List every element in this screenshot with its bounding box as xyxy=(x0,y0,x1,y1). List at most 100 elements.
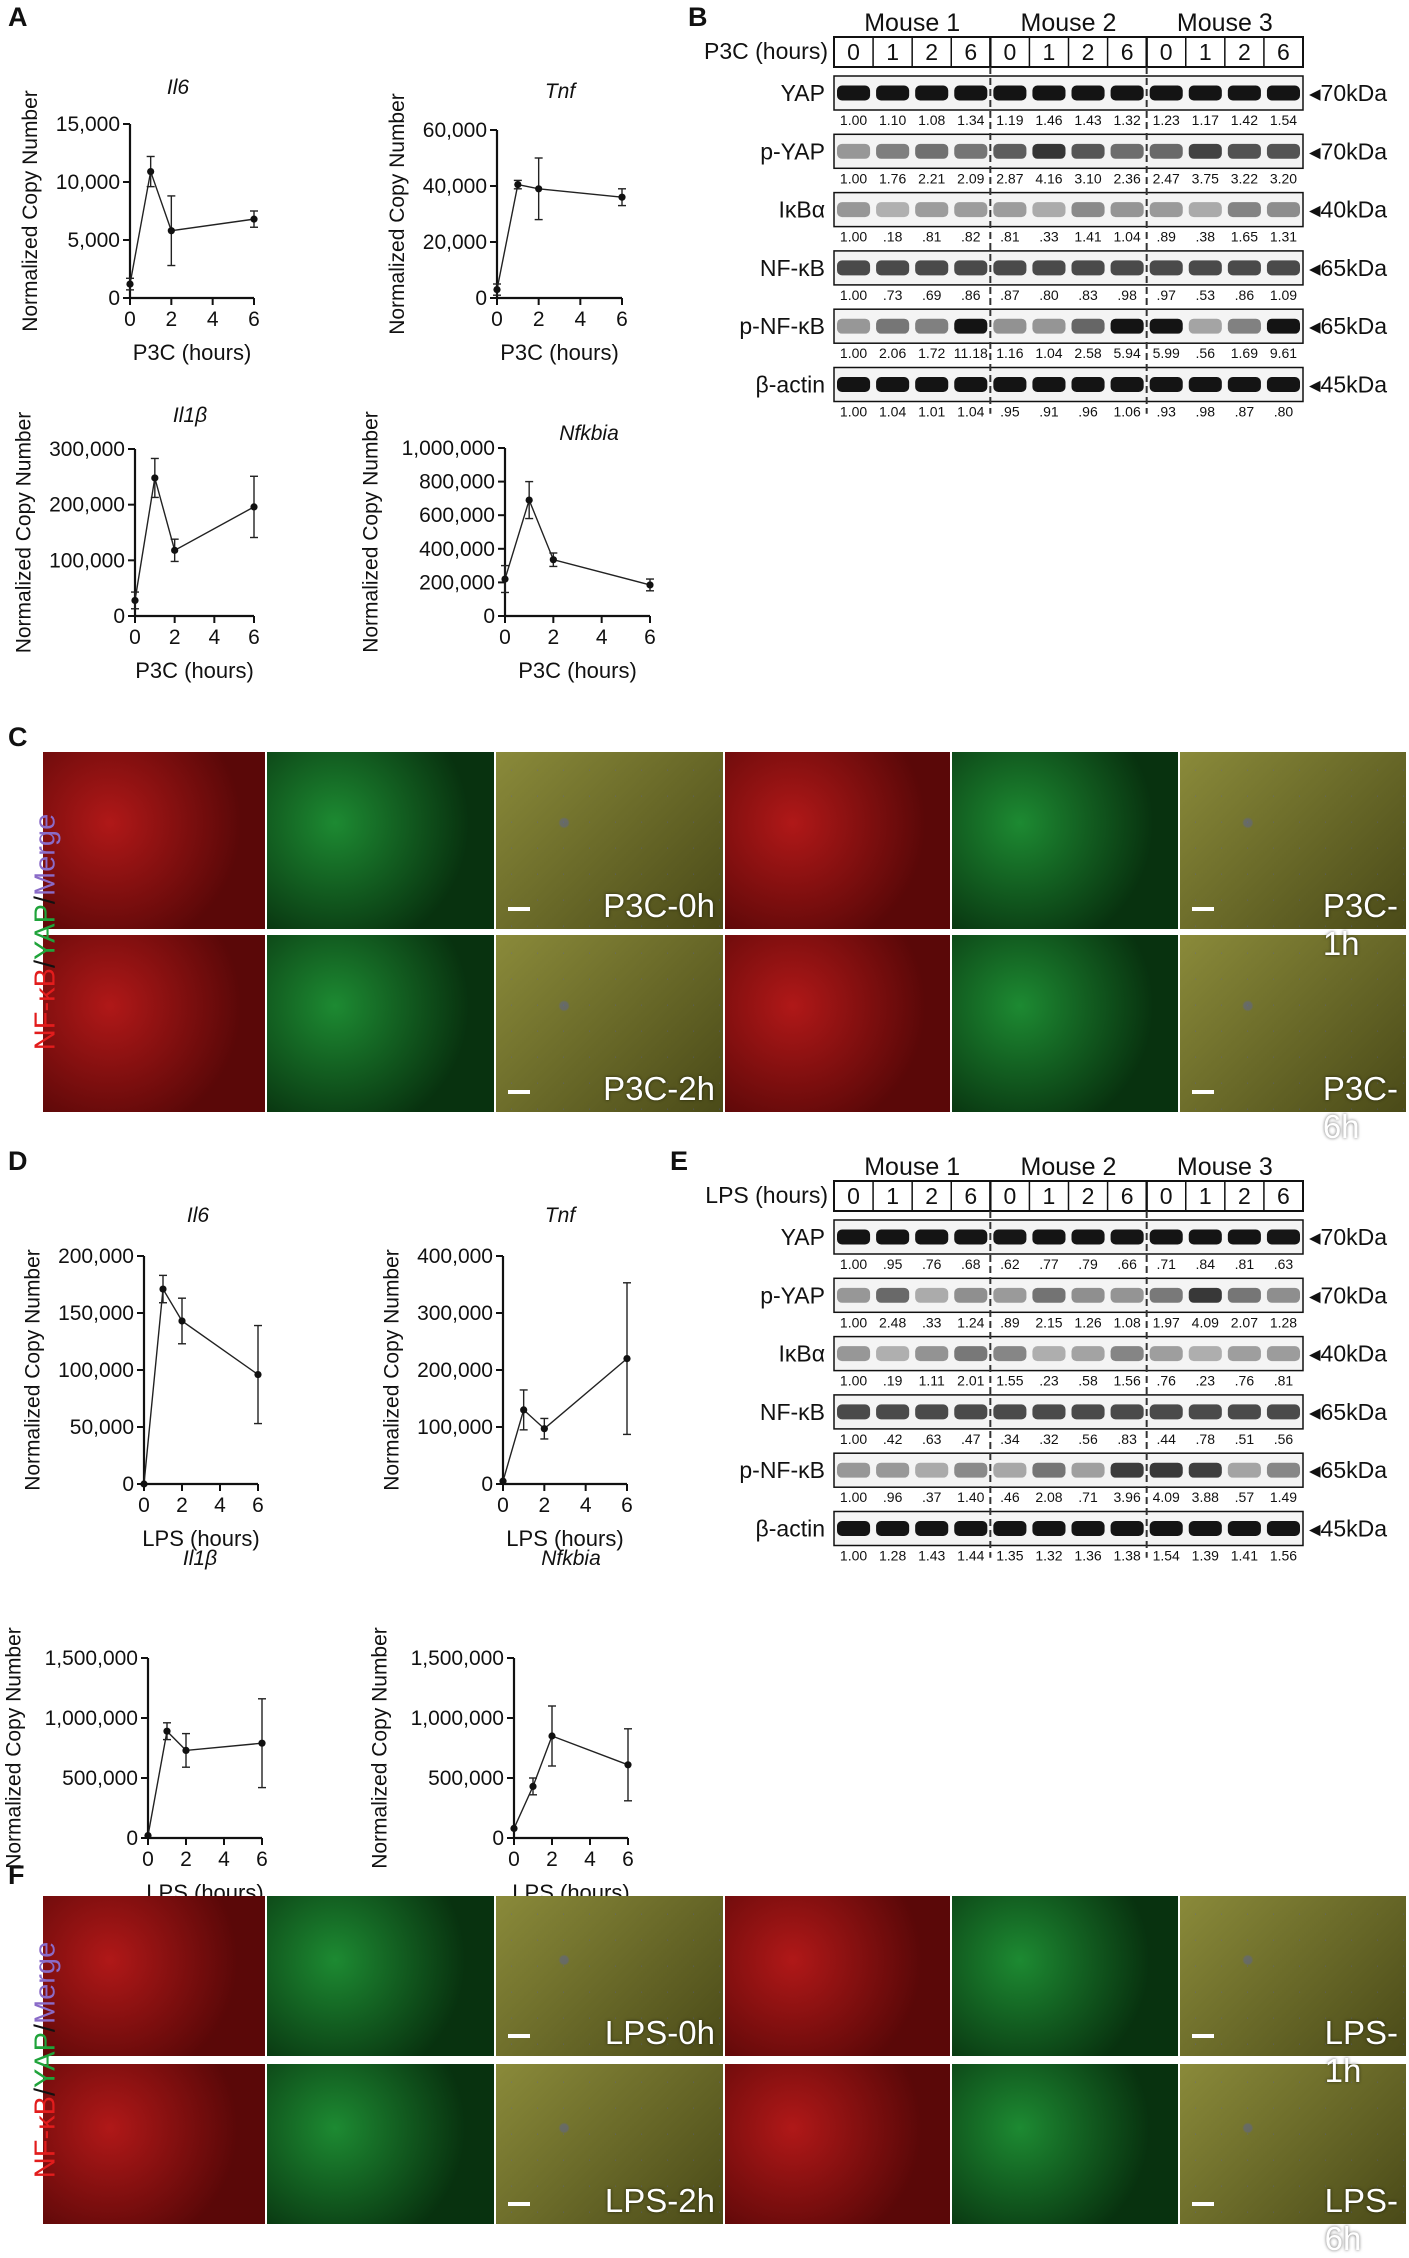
y-axis-label: Normalized Copy Number xyxy=(360,411,383,653)
blot-band xyxy=(1227,377,1261,392)
y-tick-label: 0 xyxy=(492,1827,504,1850)
blot-band xyxy=(837,318,871,334)
blot-band xyxy=(1110,1462,1144,1478)
blot-band xyxy=(1149,143,1183,159)
y-tick-label: 400,000 xyxy=(417,1245,493,1268)
band-quant: .76 xyxy=(922,1256,942,1272)
band-quant: 1.04 xyxy=(957,404,984,420)
x-axis-label: P3C (hours) xyxy=(133,340,252,365)
data-point xyxy=(501,575,509,583)
blot-band xyxy=(1266,1404,1300,1420)
y-axis-label: Normalized Copy Number xyxy=(369,1627,392,1869)
band-quant: 3.96 xyxy=(1114,1489,1141,1505)
band-quant: .51 xyxy=(1235,1431,1255,1447)
blot-band xyxy=(1227,143,1261,159)
band-quant: 1.43 xyxy=(918,1548,945,1564)
band-quant: 4.16 xyxy=(1035,170,1062,186)
blot-band xyxy=(1188,202,1222,218)
blot-band xyxy=(1188,1404,1222,1420)
blot-band xyxy=(1032,1287,1066,1303)
data-point xyxy=(144,1832,152,1840)
mouse-label: Mouse 3 xyxy=(1177,1153,1273,1181)
condition-tag: P3C-0h xyxy=(603,887,715,924)
band-quant: .79 xyxy=(1078,1256,1098,1272)
blot-band xyxy=(993,1287,1027,1303)
blot-band xyxy=(876,1346,910,1362)
data-point xyxy=(624,1761,632,1769)
band-quant: 1.39 xyxy=(1192,1548,1219,1564)
data-point xyxy=(623,1355,631,1363)
band-quant: .68 xyxy=(961,1256,981,1272)
yap-channel-image xyxy=(267,935,494,1112)
graph-title: Nfkbia xyxy=(559,422,619,445)
nfkb-channel-image xyxy=(725,2064,950,2224)
data-point xyxy=(510,1824,518,1832)
kda-marker: ◂45kDa xyxy=(1309,1516,1387,1542)
y-tick-label: 0 xyxy=(483,605,495,628)
band-quant: 1.32 xyxy=(1035,1548,1062,1564)
lane-label: 2 xyxy=(1082,1183,1095,1209)
x-tick-label: 0 xyxy=(124,308,136,331)
x-tick-label: 0 xyxy=(491,308,503,331)
band-quant: .53 xyxy=(1196,287,1216,303)
band-quant: 1.46 xyxy=(1035,112,1062,128)
y-tick-label: 0 xyxy=(126,1827,138,1850)
band-quant: 1.04 xyxy=(1035,345,1062,361)
blot-band xyxy=(1227,1287,1261,1303)
blot-band xyxy=(915,202,949,218)
y-tick-label: 0 xyxy=(108,287,120,310)
lane-label: 2 xyxy=(925,1183,938,1209)
blot-band xyxy=(1266,202,1300,218)
kda-marker: ◂40kDa xyxy=(1309,1341,1387,1367)
band-quant: .87 xyxy=(1000,287,1020,303)
x-tick-label: 6 xyxy=(248,626,260,649)
series-line xyxy=(147,1729,263,1836)
band-quant: 1.41 xyxy=(1074,229,1101,245)
stain-label: NF-κB/YAP/Merge xyxy=(30,1942,63,2178)
mouse-label: Mouse 1 xyxy=(864,9,960,37)
blot-band xyxy=(1032,1521,1066,1536)
blot-band xyxy=(1110,377,1144,392)
blot-band xyxy=(1188,1521,1222,1536)
band-quant: .95 xyxy=(883,1256,903,1272)
stain-label-part: / xyxy=(29,2087,62,2097)
band-quant: 1.72 xyxy=(918,345,945,361)
y-tick-label: 200,000 xyxy=(49,494,125,517)
blot-band xyxy=(1071,85,1105,101)
band-quant: 2.06 xyxy=(879,345,906,361)
y-tick-label: 100,000 xyxy=(49,549,125,572)
merge-channel-image xyxy=(1180,2064,1406,2224)
band-quant: 1.65 xyxy=(1231,229,1258,245)
condition-tag: LPS-2h xyxy=(604,2182,715,2219)
scale-bar xyxy=(1192,2034,1214,2038)
data-point xyxy=(525,496,533,504)
band-quant: 1.23 xyxy=(1153,112,1180,128)
x-axis-label: LPS (hours) xyxy=(142,1526,259,1551)
band-quant: .42 xyxy=(883,1431,903,1447)
blot-band xyxy=(1266,318,1300,334)
y-tick-label: 0 xyxy=(475,287,487,310)
y-tick-label: 300,000 xyxy=(417,1302,493,1325)
series-line xyxy=(143,1286,259,1485)
blot-row-label: β-actin xyxy=(756,372,825,398)
x-tick-label: 0 xyxy=(499,626,511,649)
blot-band xyxy=(954,1462,988,1478)
blot-band xyxy=(1188,377,1222,392)
y-tick-label: 600,000 xyxy=(419,504,495,527)
band-quant: 1.00 xyxy=(840,1256,867,1272)
x-tick-label: 2 xyxy=(180,1848,192,1871)
x-tick-label: 2 xyxy=(176,1494,188,1517)
y-axis-label: Normalized Copy Number xyxy=(22,1249,45,1491)
blot-band xyxy=(1188,1287,1222,1303)
x-tick-label: 4 xyxy=(214,1494,226,1517)
yap-channel-image xyxy=(952,752,1178,929)
band-quant: 9.61 xyxy=(1270,345,1297,361)
blot-band xyxy=(837,1287,871,1303)
blot-band xyxy=(1071,1229,1105,1245)
nfkb-channel-image xyxy=(725,752,950,929)
yap-channel-image xyxy=(267,1896,494,2056)
y-tick-label: 5,000 xyxy=(67,229,120,252)
band-quant: 1.69 xyxy=(1231,345,1258,361)
condition-tag: LPS-6h xyxy=(1324,2182,1398,2257)
